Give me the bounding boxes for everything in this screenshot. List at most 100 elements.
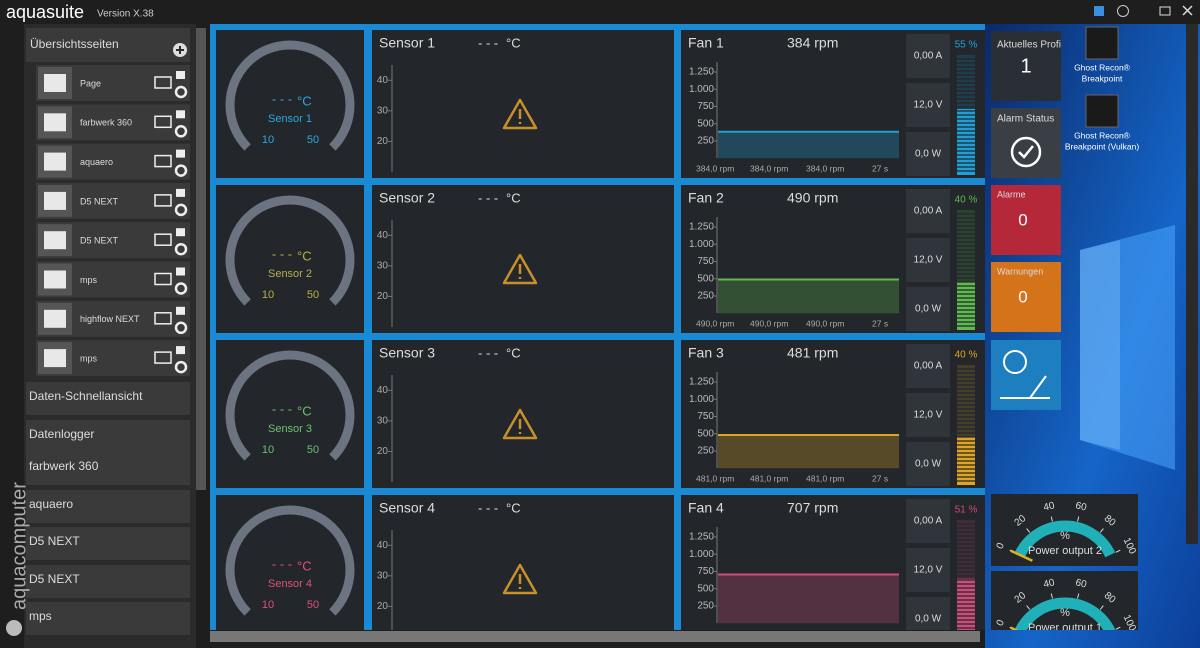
section-label: mps [29,609,52,623]
monitor-icon[interactable] [154,351,172,364]
page-thumbnail-icon [44,113,66,132]
monitor-icon[interactable] [154,76,172,89]
section-item[interactable] [26,565,190,598]
warning-icon [502,253,538,285]
gauge-max: 50 [307,444,319,456]
y-tick-label: 500 [697,428,714,439]
percent-label: 51 % [955,505,978,516]
section-item[interactable] [26,452,190,485]
info-button[interactable] [1117,5,1129,17]
power-box [906,442,950,486]
sidebar-list: Page farbwerk 360 aquaero D5 NEXT D5 NEXT mps… [26,65,190,635]
lock-icon[interactable] [176,306,185,315]
current-box [906,189,950,233]
y-tick-label: 750 [697,256,714,267]
voltage-value: 12,0 V [914,100,943,111]
gauge-arc [225,350,355,461]
lock-icon[interactable] [176,188,185,197]
desktop-icon[interactable] [1085,26,1119,60]
section-label: Datenlogger [29,427,94,441]
desktop-icon[interactable] [1085,94,1119,128]
section-item[interactable] [26,420,190,453]
close-button[interactable] [1182,5,1193,16]
settings-icon[interactable] [174,282,188,295]
restore-button[interactable] [1159,6,1171,16]
light-tile[interactable] [991,340,1061,410]
section-item[interactable] [26,490,190,523]
switch-icon [1000,375,1050,399]
sidebar-scrollbar[interactable] [196,28,206,490]
y-tick-label: 1.000 [689,239,714,250]
horizontal-scrollbar[interactable] [210,631,980,642]
y-tick-label: 250 [697,136,714,147]
y-tick-label: 750 [697,411,714,422]
sensor-unit: °C [506,500,521,515]
warnings-tile[interactable] [991,262,1061,332]
profile-value: 1 [1020,55,1031,77]
power-value: 0,0 W [915,304,942,315]
current-value: 0,00 A [914,361,943,372]
section-item[interactable] [26,382,190,415]
fan-stat: 481,0 rpm [696,473,734,483]
lock-icon[interactable] [176,228,185,237]
profile-tile[interactable] [991,31,1061,101]
fan-stat: 481,0 rpm [750,473,788,483]
sidebar-title: Übersichtsseiten [30,37,119,51]
voltage-value: 12,0 V [914,255,943,266]
lock-icon[interactable] [176,110,185,119]
fan-rpm: 481 rpm [787,345,838,361]
app-name: aquasuite [6,2,84,22]
fan-stat: 490,0 rpm [696,318,734,328]
lock-icon[interactable] [176,71,185,79]
gauge-max: 50 [307,134,319,146]
alarms-tile[interactable] [991,185,1061,255]
y-tick-label: 1.000 [689,549,714,560]
monitor-icon[interactable] [154,272,172,286]
current-value: 0,00 A [914,51,943,62]
settings-icon[interactable] [174,85,188,99]
settings-icon[interactable] [174,360,188,374]
page-label: mps [80,353,98,363]
monitor-icon[interactable] [154,233,172,246]
layers-button[interactable] [1094,6,1104,16]
lock-icon[interactable] [176,267,185,276]
add-icon [176,46,184,54]
alarm-status-label: Alarm Status [997,114,1054,125]
section-item[interactable] [26,527,190,560]
monitor-icon[interactable] [154,194,172,207]
y-tick-label: 500 [697,118,714,129]
gauge-panel [216,30,364,178]
settings-icon[interactable] [174,242,188,256]
desktop-icon-label: Ghost Recon® [1074,130,1131,140]
lock-icon[interactable] [176,346,185,355]
settings-icon[interactable] [174,321,188,335]
current-box [906,344,950,388]
y-tick-label: 1.250 [689,377,714,388]
gauge-min: 10 [262,444,274,456]
page-label: aquaero [80,157,113,167]
settings-icon[interactable] [174,203,188,217]
fan-area [718,435,899,469]
warning-icon [502,98,538,130]
y-tick-label: 30 [377,105,389,116]
monitor-icon[interactable] [154,154,172,168]
settings-icon[interactable] [174,164,188,177]
gauge-name: Sensor 4 [268,578,312,590]
gauge-max: 50 [307,599,319,611]
monitor-icon[interactable] [154,312,172,325]
window-controls [1094,5,1193,17]
settings-icon[interactable] [174,125,188,138]
sensor-title: Sensor 2 [379,190,435,206]
lock-icon[interactable] [176,149,185,158]
section-label: farbwerk 360 [29,459,99,473]
y-tick-label: 750 [697,566,714,577]
gauge-name: Sensor 2 [268,268,312,280]
fan-area [718,574,899,624]
fan-title: Fan 3 [688,345,724,361]
monitor-icon[interactable] [154,115,172,129]
fan-stat: 27 s [872,473,888,483]
power-tick [1099,605,1104,610]
check-mark [1018,145,1034,159]
vertical-scrollbar[interactable] [1186,24,1198,544]
section-item[interactable] [26,602,190,635]
